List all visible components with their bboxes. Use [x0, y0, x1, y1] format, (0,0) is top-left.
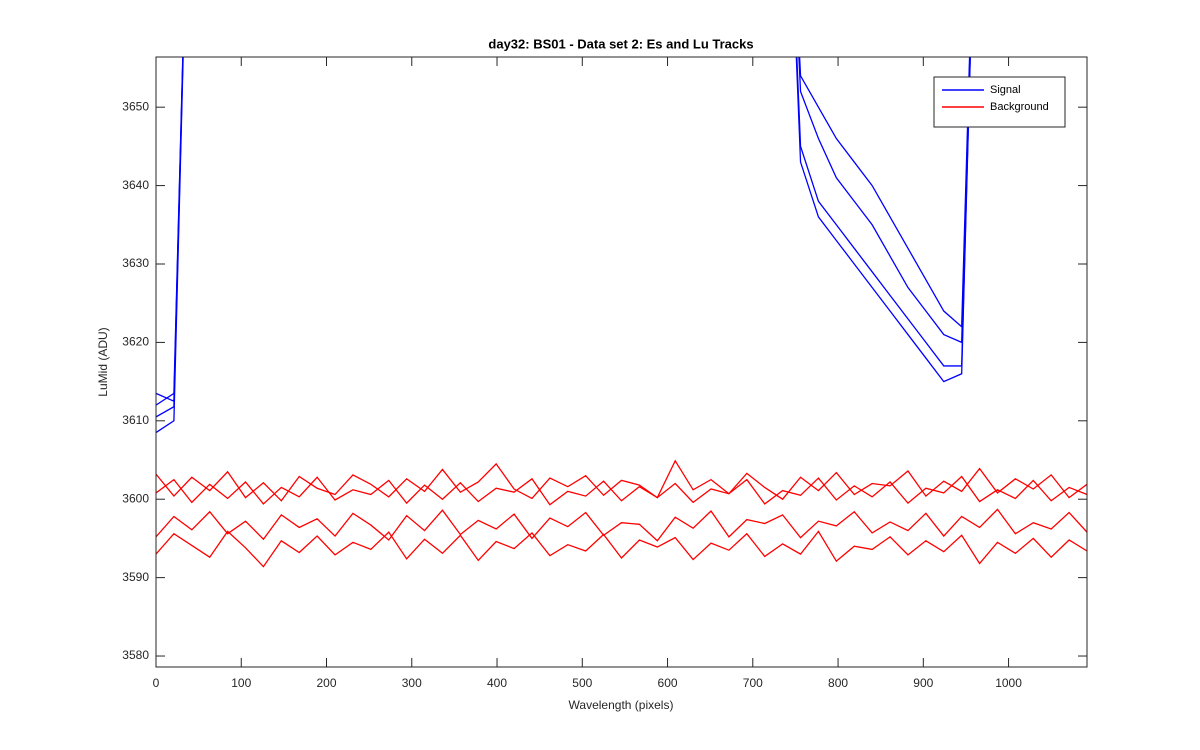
y-axis-label: LuMid (ADU): [96, 327, 110, 396]
y-tick-label: 3580: [122, 648, 149, 662]
y-tick-label: 3620: [122, 335, 149, 349]
data-line: [156, 57, 971, 403]
x-tick-label: 800: [828, 676, 848, 690]
data-line: [156, 530, 1087, 568]
y-tick-label: 3590: [122, 570, 149, 584]
y-tick-label: 3610: [122, 413, 149, 427]
y-tick-label: 3600: [122, 491, 149, 505]
x-tick-label: 300: [402, 676, 422, 690]
x-tick-label: 900: [913, 676, 933, 690]
data-line: [156, 57, 971, 434]
y-tick-label: 3650: [122, 99, 149, 113]
chart-title: day32: BS01 - Data set 2: Es and Lu Trac…: [488, 36, 753, 51]
y-tick-label: 3630: [122, 256, 149, 270]
x-tick-label: 500: [572, 676, 592, 690]
legend-label: Background: [990, 101, 1049, 113]
x-tick-label: 400: [487, 676, 507, 690]
x-tick-label: 200: [316, 676, 336, 690]
legend-box: [933, 76, 1066, 128]
x-tick-label: 600: [658, 676, 678, 690]
y-tick-label: 3640: [122, 178, 149, 192]
x-tick-label: 700: [743, 676, 763, 690]
data-line: [156, 475, 1087, 506]
data-line: [156, 57, 971, 406]
x-tick-label: 1000: [995, 676, 1022, 690]
x-tick-label: 100: [231, 676, 251, 690]
plot-lines: [156, 57, 1087, 568]
plot-area: [156, 57, 1087, 667]
x-axis-label: Wavelength (pixels): [569, 698, 674, 712]
data-line: [156, 57, 971, 418]
data-line: [156, 508, 1087, 542]
x-tick-label: 0: [153, 676, 160, 690]
legend-label: Signal: [990, 84, 1021, 96]
axes-box: [155, 56, 1088, 668]
